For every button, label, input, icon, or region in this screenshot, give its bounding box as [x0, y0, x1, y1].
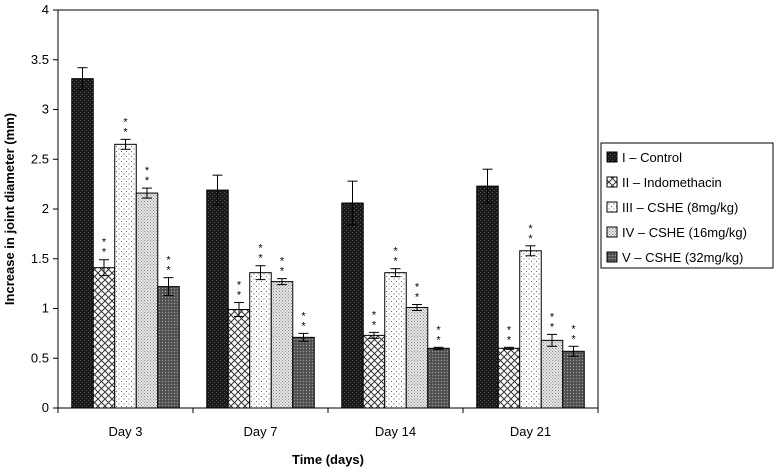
significance-marker: * — [415, 292, 420, 304]
significance-marker: * — [166, 265, 171, 277]
significance-marker: * — [280, 256, 285, 268]
significance-marker: * — [301, 320, 306, 332]
bar — [341, 202, 364, 409]
significance-marker: * — [280, 266, 285, 278]
significance-marker: * — [237, 280, 242, 292]
bar — [540, 339, 564, 409]
bar — [206, 189, 229, 409]
y-tick-label: 1.5 — [31, 251, 49, 266]
significance-marker: * — [102, 247, 107, 259]
x-tick-label: Day 7 — [244, 424, 278, 439]
y-tick-label: 4 — [42, 2, 49, 17]
significance-marker: * — [237, 290, 242, 302]
significance-marker: * — [393, 246, 398, 258]
x-axis-title: Time (days) — [292, 452, 364, 467]
y-tick-label: 2.5 — [31, 151, 49, 166]
legend-label: II – Indomethacin — [622, 175, 722, 190]
bar — [405, 307, 429, 409]
legend-label: IV – CSHE (16mg/kg) — [622, 225, 747, 240]
significance-marker: * — [507, 334, 512, 346]
bar-series-group: ****** ********************** **** — [71, 67, 585, 409]
significance-marker: * — [258, 253, 263, 265]
significance-marker: * — [102, 237, 107, 249]
y-tick-label: 0.5 — [31, 350, 49, 365]
legend-swatch — [606, 226, 618, 238]
significance-marker: * — [372, 319, 377, 331]
bar — [476, 185, 499, 409]
significance-marker: * — [436, 324, 441, 336]
significance-marker: * — [415, 282, 420, 294]
significance-marker: * — [145, 165, 150, 177]
significance-marker: * — [528, 233, 533, 245]
y-tick-label: 2 — [42, 201, 49, 216]
y-axis: 0 0.5 1 1.5 2 2.5 3 3.5 4 — [31, 2, 58, 415]
significance-marker: * — [123, 126, 128, 138]
significance-marker: * — [528, 223, 533, 235]
x-tick-label: Day 21 — [510, 424, 551, 439]
bar — [71, 78, 94, 409]
legend-box — [600, 142, 774, 269]
y-tick-label: 1 — [42, 301, 49, 316]
legend-swatch — [606, 251, 618, 263]
bar — [92, 267, 116, 409]
significance-marker: * — [145, 175, 150, 187]
significance-marker: * — [550, 311, 555, 323]
legend-swatch — [606, 151, 618, 163]
y-tick-label: 3 — [42, 102, 49, 117]
legend-label: III – CSHE (8mg/kg) — [622, 200, 738, 215]
significance-marker: * — [372, 309, 377, 321]
bar — [497, 347, 521, 409]
significance-marker: * — [507, 324, 512, 336]
significance-marker: * — [393, 256, 398, 268]
significance-marker: * — [166, 255, 171, 267]
x-axis: Day 3 Day 7 Day 14 Day 21 — [57, 408, 599, 439]
significance-marker: * — [571, 333, 576, 345]
y-axis-title: Increase in joint diameter (mm) — [2, 113, 17, 305]
significance-marker: * — [258, 243, 263, 255]
bar — [135, 192, 159, 409]
bar — [362, 334, 386, 409]
significance-marker: * — [436, 334, 441, 346]
legend: I – Control II – Indomethacin III – CSHE (… — [600, 142, 774, 269]
bar — [292, 336, 315, 409]
significance-marker: * — [550, 321, 555, 333]
legend-label: I – Control — [622, 150, 682, 165]
legend-label: V – CSHE (32mg/kg) — [622, 250, 743, 265]
significance-marker: * — [301, 310, 306, 322]
x-tick-label: Day 3 — [109, 424, 143, 439]
bar — [519, 250, 542, 409]
bar — [114, 143, 137, 409]
x-tick-label: Day 14 — [375, 424, 416, 439]
significance-marker: * — [571, 323, 576, 335]
legend-swatch — [606, 201, 618, 213]
y-tick-label: 0 — [42, 400, 49, 415]
bar — [427, 347, 450, 409]
y-tick-label: 3.5 — [31, 52, 49, 67]
significance-marker: * — [123, 116, 128, 128]
bar — [249, 272, 272, 409]
legend-swatch — [606, 176, 618, 188]
bar — [270, 281, 294, 409]
bar — [384, 272, 407, 409]
bar — [562, 350, 585, 409]
bar — [157, 286, 180, 409]
bar — [227, 308, 251, 409]
